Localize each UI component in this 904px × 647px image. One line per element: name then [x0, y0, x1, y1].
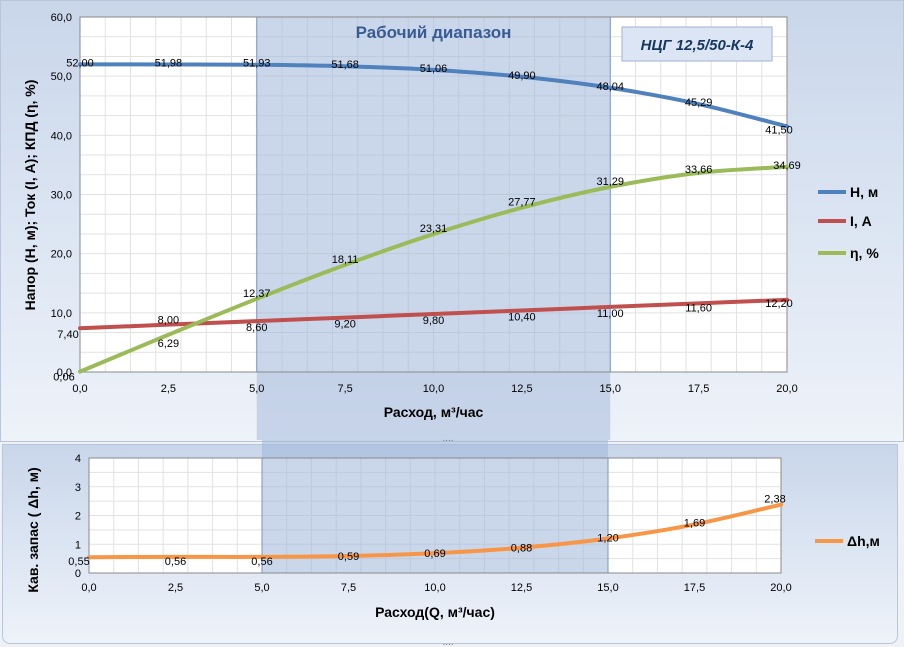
data-label: 0,55	[68, 556, 89, 568]
data-label: 0,56	[165, 556, 186, 568]
data-label: 51,98	[155, 57, 183, 69]
x-tick-label: 7,5	[341, 582, 356, 594]
y-tick-label: 4	[75, 453, 81, 465]
legend-label: Н, м	[850, 184, 878, 200]
x-tick-label: 2,5	[161, 383, 176, 395]
working-range-label: Рабочий диапазон	[356, 23, 512, 42]
y-axis-title: Напор (Н, м); Ток (I, А); КПД (η, %)	[22, 80, 38, 311]
data-label: 41,50	[765, 124, 793, 136]
data-label: 51,68	[331, 59, 359, 71]
data-label: 33,66	[685, 164, 713, 176]
plot-frame	[79, 16, 788, 373]
x-tick-label: 2,5	[168, 582, 183, 594]
y-tick-label: 50,0	[51, 71, 72, 83]
data-label: 27,77	[508, 197, 536, 209]
plot-frame	[88, 457, 782, 574]
x-tick-label: 20,0	[776, 383, 797, 395]
resize-handle-icon: ....	[442, 637, 453, 647]
x-tick-label: 5,0	[249, 383, 264, 395]
x-tick-label: 7,5	[337, 383, 352, 395]
data-label: 0,69	[424, 548, 445, 560]
x-tick-label: 15,0	[597, 582, 618, 594]
data-label: 1,20	[597, 533, 618, 545]
data-label: 45,29	[685, 97, 713, 109]
legend-label: η, %	[850, 245, 879, 261]
data-label: 0,88	[511, 543, 532, 555]
data-label: 23,31	[420, 223, 448, 235]
y-tick-label: 3	[75, 482, 81, 494]
y-tick-label: 1	[75, 539, 81, 551]
x-tick-label: 0,0	[81, 582, 96, 594]
data-label: 0,06	[53, 372, 74, 384]
x-tick-label: 12,5	[511, 582, 532, 594]
legend-label: Δh,м	[847, 533, 880, 549]
x-tick-label: 12,5	[511, 383, 532, 395]
x-tick-label: 20,0	[770, 582, 791, 594]
data-label: 7,40	[57, 329, 78, 341]
data-label: 9,80	[423, 315, 444, 327]
series-line	[78, 62, 789, 129]
x-tick-label: 10,0	[423, 383, 444, 395]
data-label: 31,29	[596, 176, 624, 188]
data-label: 12,20	[765, 298, 793, 310]
data-label: 49,90	[508, 70, 536, 82]
x-tick-label: 17,5	[688, 383, 709, 395]
y-tick-label: 60,0	[51, 12, 72, 24]
data-label: 12,37	[243, 288, 271, 300]
working-range-band-extension	[256, 372, 611, 440]
resize-handle-icon: ....	[442, 433, 453, 444]
x-axis-title: Расход, м³/час	[384, 404, 484, 420]
data-label: 51,93	[243, 58, 271, 70]
y-tick-label: 0,0	[57, 367, 72, 379]
x-tick-label: 10,0	[424, 582, 445, 594]
y-tick-label: 30,0	[51, 190, 72, 202]
y-tick-label: 0	[75, 568, 81, 580]
data-label: 8,00	[158, 315, 179, 327]
data-label: 18,11	[332, 254, 359, 266]
y-tick-label: 10,0	[51, 308, 72, 320]
data-label: 1,69	[684, 517, 705, 529]
x-tick-label: 5,0	[254, 582, 269, 594]
data-label: 34,69	[773, 160, 801, 172]
data-label: 0,59	[338, 551, 359, 563]
x-tick-label: 15,0	[600, 383, 621, 395]
data-label: 11,60	[685, 302, 712, 314]
x-tick-label: 17,5	[684, 582, 705, 594]
data-label: 0,56	[251, 556, 272, 568]
y-axis-title: Кав. запас ( Δh, м)	[25, 467, 41, 592]
x-axis-title: Расход(Q, м³/час)	[375, 604, 495, 620]
working-range-band	[262, 440, 608, 573]
series-line	[78, 164, 789, 374]
data-label: 8,60	[246, 322, 267, 334]
data-label: 51,06	[420, 63, 448, 75]
data-label: 52,00	[66, 57, 94, 69]
data-label: 48,04	[596, 81, 624, 93]
chart-title-box	[621, 26, 773, 62]
y-tick-label: 40,0	[51, 130, 72, 142]
data-label: 2,38	[764, 494, 785, 506]
data-label: 10,40	[508, 311, 536, 323]
y-tick-label: 2	[75, 511, 81, 523]
data-label: 6,29	[158, 338, 179, 350]
data-label: 9,20	[334, 319, 355, 331]
series-line	[87, 502, 783, 560]
y-tick-label: 20,0	[51, 249, 72, 261]
legend-label: I, А	[850, 213, 872, 229]
data-label: 11,00	[597, 308, 624, 320]
chart-title: НЦГ 12,5/50-К-4	[641, 37, 754, 54]
x-tick-label: 0,0	[72, 383, 87, 395]
